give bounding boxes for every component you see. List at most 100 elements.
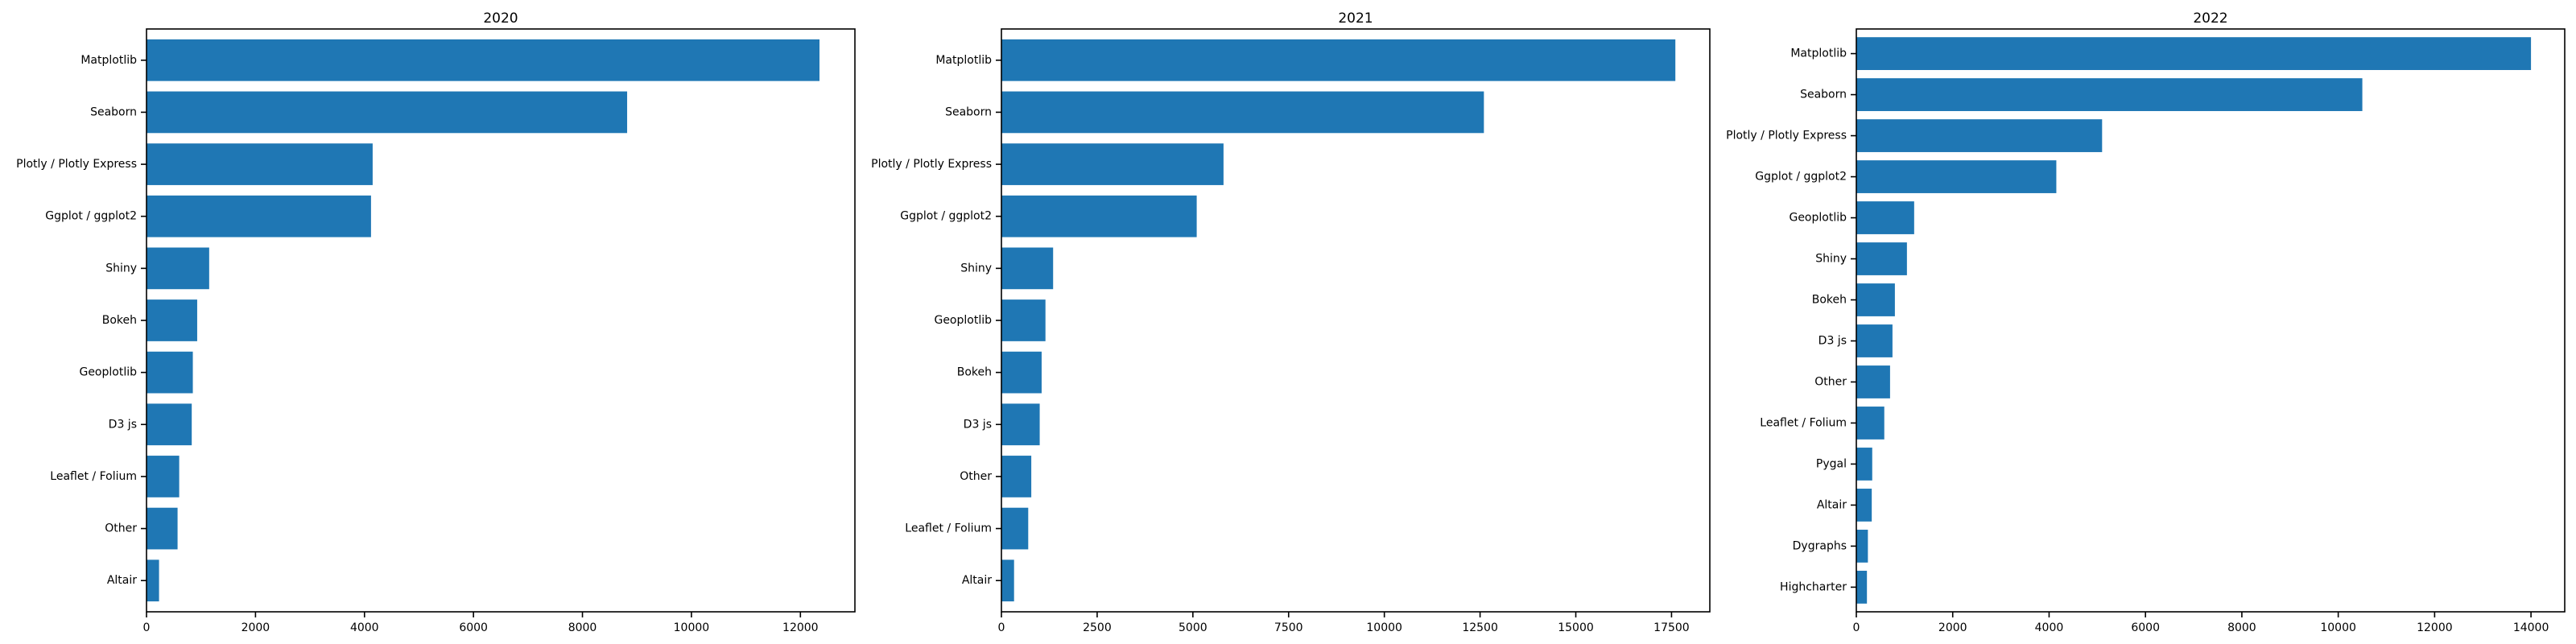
category-label: Ggplot / ggplot2 [1755,171,1847,184]
category-label: Matplotlib [80,54,137,67]
category-label: Shiny [960,262,992,275]
category-label: Leaflet / Folium [1760,416,1847,429]
bar-bokeh [1001,351,1042,394]
bar-leaflet-folium [147,456,180,497]
category-label: D3 js [109,418,137,431]
bar-other [147,507,178,550]
category-label: Geoplotlib [79,366,137,379]
bars-group [1856,37,2532,604]
bar-seaborn [147,91,628,134]
bar-bokeh [1856,283,1895,316]
x-tick-label: 10000 [674,621,710,634]
bar-other [1856,365,1890,398]
x-tick-label: 8000 [2227,621,2256,634]
category-label: Dygraphs [1793,539,1847,552]
category-label: Matplotlib [1790,47,1847,60]
x-axis-ticks: 0 2500 5000 7500 10000 12500 15000 17500 [998,612,1690,634]
category-label: Bokeh [957,366,992,379]
x-tick-label: 15000 [1558,621,1594,634]
bar-d3-js [1856,324,1893,357]
axes-frame [1001,28,1711,613]
category-label: Ggplot / ggplot2 [900,210,992,223]
category-label: Other [960,470,992,483]
bar-geoplotlib [1856,201,1914,234]
category-label: Altair [1817,498,1847,511]
bars-group [1001,39,1676,602]
category-label: Matplotlib [935,54,992,67]
x-axis-ticks: 0 2000 4000 6000 8000 10000 12000 14000 [1853,612,2549,634]
x-axis-ticks: 0 2000 4000 6000 8000 10000 12000 [143,612,819,634]
bar-other [1001,456,1032,497]
bar-geoplotlib [1001,299,1046,341]
category-label: Seaborn [945,105,992,118]
bar-shiny [147,247,209,290]
bar-matplotlib [147,39,819,81]
category-label: Leaflet / Folium [905,522,992,535]
bar-highcharter [1856,571,1868,604]
bar-shiny [1001,247,1054,290]
category-labels: Matplotlib Seaborn Plotly / Plotly Express… [1726,47,1856,593]
category-label: D3 js [1818,334,1847,347]
bar-seaborn [1856,78,2363,111]
bar-plotly-plotly-express [1856,119,2103,152]
bar-dygraphs [1856,530,1868,563]
category-label: Geoplotlib [1789,212,1847,225]
bar-altair [1001,559,1014,602]
bar-ggplot-ggplot2 [1856,160,2057,193]
chart-title: 2022 [2193,10,2227,27]
x-tick-label: 0 [1853,621,1860,634]
x-tick-label: 12500 [1462,621,1498,634]
category-label: Altair [962,574,992,587]
chart-panel-2020: 2020 Matplotlib Seaborn Plotly / Plotly Ex… [16,10,856,634]
category-labels: Matplotlib Seaborn Plotly / Plotly Express… [871,54,1001,587]
category-label: Pygal [1816,457,1847,470]
category-label: Ggplot / ggplot2 [45,210,137,223]
chart-panel-2021: 2021 Matplotlib Seaborn Plotly / Plotly Ex… [871,10,1711,634]
x-tick-label: 12000 [782,621,819,634]
x-tick-label: 2000 [1938,621,1967,634]
x-tick-label: 2000 [242,621,270,634]
bar-bokeh [147,299,197,341]
x-tick-label: 0 [143,621,151,634]
bar-ggplot-ggplot2 [147,195,371,237]
x-tick-label: 7500 [1274,621,1303,634]
bar-d3-js [1001,403,1040,446]
category-label: Highcharter [1780,580,1847,593]
bar-geoplotlib [147,351,193,394]
bar-plotly-plotly-express [147,143,373,185]
x-tick-label: 10000 [2320,621,2356,634]
category-label: Shiny [105,262,137,275]
x-tick-label: 5000 [1179,621,1208,634]
category-label: Plotly / Plotly Express [1726,130,1847,142]
chart-title: 2021 [1338,10,1373,27]
bar-d3-js [147,403,192,446]
category-label: Seaborn [1800,89,1847,101]
x-tick-label: 8000 [568,621,597,634]
x-tick-label: 6000 [2131,621,2160,634]
bar-pygal [1856,448,1872,481]
bar-plotly-plotly-express [1001,143,1224,185]
category-labels: Matplotlib Seaborn Plotly / Plotly Express… [16,54,147,587]
axes-frame [146,28,856,613]
bar-leaflet-folium [1856,407,1885,440]
category-label: Leaflet / Folium [50,470,137,483]
x-tick-label: 14000 [2513,621,2549,634]
x-tick-label: 4000 [350,621,379,634]
x-tick-label: 17500 [1653,621,1690,634]
category-label: D3 js [964,418,992,431]
x-tick-label: 12000 [2417,621,2453,634]
bar-altair [147,559,159,602]
chart-title: 2020 [483,10,518,27]
category-label: Other [1814,375,1847,388]
bar-matplotlib [1856,37,2532,70]
bar-leaflet-folium [1001,507,1029,550]
axes-frame [1856,28,2566,613]
x-tick-label: 4000 [2035,621,2064,634]
category-label: Bokeh [1812,294,1847,307]
x-tick-label: 6000 [459,621,488,634]
bar-matplotlib [1001,39,1676,81]
x-tick-label: 2500 [1083,621,1112,634]
category-label: Other [105,522,137,535]
category-label: Altair [107,574,137,587]
